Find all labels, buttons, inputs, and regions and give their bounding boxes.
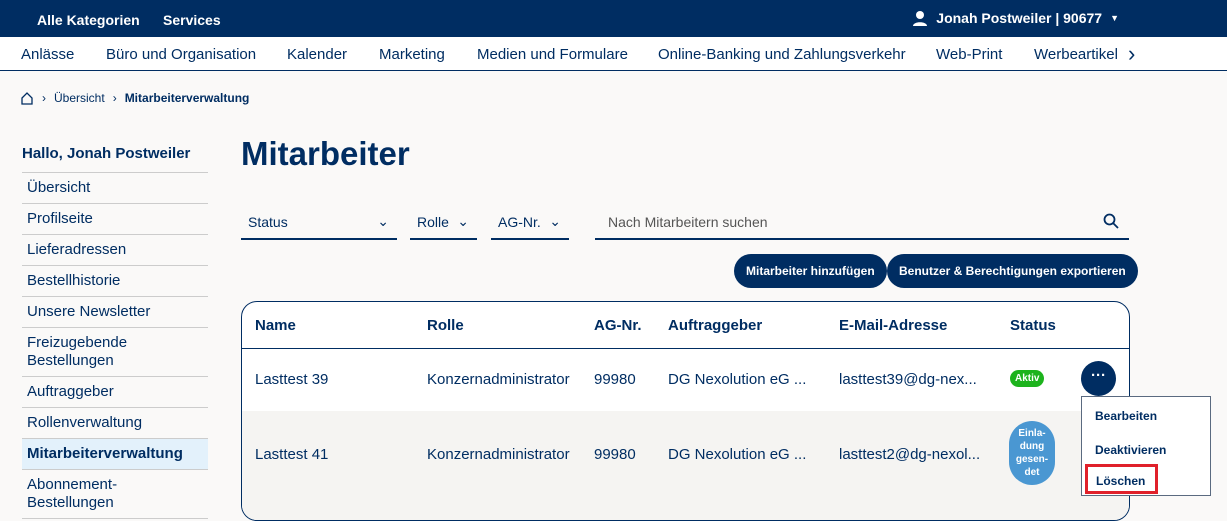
divider: [242, 348, 1129, 349]
sidebar-item-clients[interactable]: Auftraggeber: [22, 377, 208, 408]
table-row[interactable]: Lasttest 41 Konzernadministrator 99980 D…: [242, 411, 1129, 520]
page-title: Mitarbeiter: [241, 135, 410, 172]
chevron-right-icon: ›: [42, 91, 46, 105]
nav-all-categories[interactable]: Alle Kategorien: [37, 12, 140, 28]
employee-table: Name Rolle AG-Nr. Auftraggeber E-Mail-Ad…: [241, 301, 1130, 521]
table-row[interactable]: Lasttest 39 Konzernadministrator 99980 D…: [242, 349, 1129, 411]
status-badge: Einla-dung gesen-det: [1009, 421, 1055, 485]
column-header[interactable]: Name: [255, 317, 296, 334]
more-actions-button[interactable]: ···: [1081, 361, 1116, 396]
role-filter[interactable]: Rolle ⌄: [410, 205, 477, 240]
sidebar-item-addresses[interactable]: Lieferadressen: [22, 235, 208, 266]
cell-client: DG Nexolution eG ...: [668, 446, 807, 463]
user-icon: [913, 11, 928, 26]
menu-item-edit[interactable]: Bearbeiten: [1095, 409, 1158, 423]
category-item[interactable]: Anlässe: [21, 46, 75, 63]
cell-name: Lasttest 41: [255, 446, 329, 463]
cell-role: Konzernadministrator: [427, 446, 570, 463]
search-placeholder: Nach Mitarbeitern suchen: [608, 214, 768, 230]
chevron-right-icon: ›: [112, 91, 117, 105]
sidebar: Hallo, Jonah Postweiler Übersicht Profil…: [22, 145, 208, 519]
chevron-down-icon: ⌄: [457, 213, 469, 229]
status-filter-label: Status: [248, 214, 288, 230]
chevron-down-icon[interactable]: ▼: [1110, 13, 1119, 23]
breadcrumb-current: Mitarbeiterverwaltung: [124, 91, 250, 105]
sidebar-item-newsletter[interactable]: Unsere Newsletter: [22, 297, 208, 328]
ag-filter[interactable]: AG-Nr. ⌄: [491, 205, 569, 240]
status-filter[interactable]: Status ⌄: [241, 205, 397, 240]
cell-ag: 99980: [594, 446, 636, 463]
cell-email: lasttest39@dg-nex...: [839, 371, 977, 388]
column-header[interactable]: Status: [1010, 317, 1056, 334]
chevron-down-icon: ⌄: [549, 213, 561, 229]
role-filter-label: Rolle: [417, 214, 449, 230]
sidebar-item-roles[interactable]: Rollenverwaltung: [22, 408, 208, 439]
chevron-right-icon[interactable]: ›: [1128, 41, 1136, 66]
menu-item-deactivate[interactable]: Deaktivieren: [1095, 443, 1167, 457]
breadcrumb: › Übersicht › Mitarbeiterverwaltung: [20, 91, 249, 105]
category-item[interactable]: Medien und Formulare: [477, 46, 628, 63]
category-item[interactable]: Büro und Organisation: [106, 46, 257, 63]
search-input[interactable]: Nach Mitarbeitern suchen: [595, 205, 1129, 240]
category-item[interactable]: Online-Banking und Zahlungsverkehr: [658, 46, 906, 63]
status-badge: Aktiv: [1010, 370, 1045, 387]
cell-name: Lasttest 39: [255, 371, 329, 388]
cell-email: lasttest2@dg-nexol...: [839, 446, 981, 463]
top-bar: Alle Kategorien Services Jonah Postweile…: [0, 0, 1227, 37]
user-menu[interactable]: Jonah Postweiler | 90677: [936, 10, 1103, 26]
category-item[interactable]: Werbeartikel: [1034, 46, 1118, 63]
sidebar-item-orders[interactable]: Bestellhistorie: [22, 266, 208, 297]
column-header[interactable]: E-Mail-Adresse: [839, 317, 948, 334]
category-nav: Anlässe Büro und Organisation Kalender M…: [0, 37, 1227, 71]
home-icon[interactable]: [20, 91, 34, 105]
row-actions-menu: Bearbeiten Deaktivieren Löschen: [1081, 396, 1211, 496]
nav-services[interactable]: Services: [163, 12, 221, 28]
sidebar-item-employees[interactable]: Mitarbeiterverwaltung: [22, 439, 208, 470]
sidebar-item-profile[interactable]: Profilseite: [22, 204, 208, 235]
menu-item-delete[interactable]: Löschen: [1085, 464, 1158, 494]
chevron-down-icon: ⌄: [377, 213, 389, 229]
breadcrumb-overview[interactable]: Übersicht: [54, 91, 105, 105]
sidebar-item-approvals[interactable]: Freizugebende Bestellungen: [22, 328, 208, 377]
category-item[interactable]: Kalender: [287, 46, 348, 63]
ag-filter-label: AG-Nr.: [498, 214, 541, 230]
search-icon[interactable]: [1103, 213, 1119, 229]
cell-role: Konzernadministrator: [427, 371, 570, 388]
sidebar-item-subscriptions[interactable]: Abonnement-Bestellungen: [22, 470, 208, 519]
cell-ag: 99980: [594, 371, 636, 388]
user-menu-container[interactable]: Jonah Postweiler | 90677 ▼: [912, 10, 1119, 26]
add-employee-button[interactable]: Mitarbeiter hinzufügen: [734, 254, 887, 288]
sidebar-greeting: Hallo, Jonah Postweiler: [22, 145, 208, 173]
category-item[interactable]: Marketing: [379, 46, 445, 63]
export-button[interactable]: Benutzer & Berechtigungen exportieren: [887, 254, 1138, 288]
cell-client: DG Nexolution eG ...: [668, 371, 807, 388]
column-header[interactable]: Rolle: [427, 317, 464, 334]
column-header[interactable]: Auftraggeber: [668, 317, 763, 334]
sidebar-item-overview[interactable]: Übersicht: [22, 173, 208, 204]
category-item[interactable]: Web-Print: [936, 46, 1003, 63]
column-header[interactable]: AG-Nr.: [594, 317, 642, 334]
